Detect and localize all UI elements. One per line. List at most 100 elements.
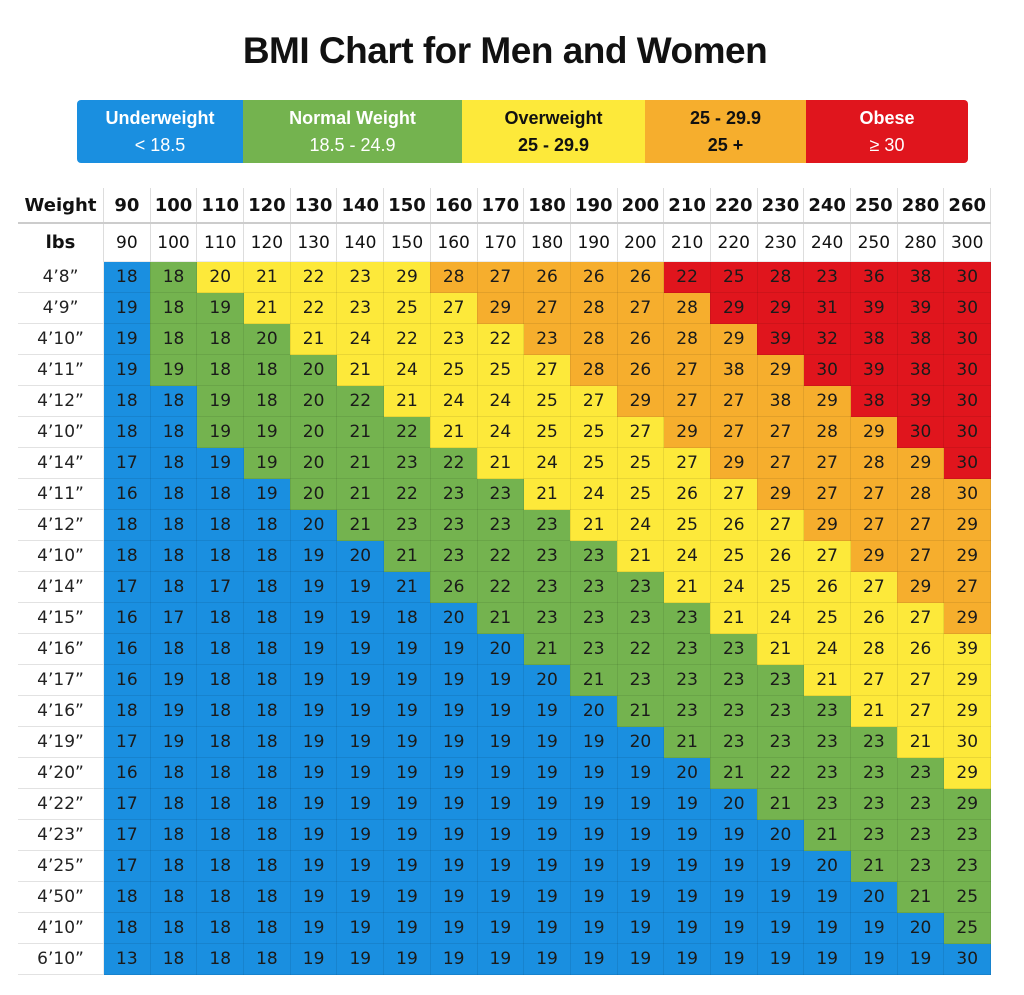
bmi-cell: 28 (569, 323, 618, 355)
bmi-cell: 23 (476, 478, 525, 510)
bmi-cell: 24 (523, 447, 571, 479)
bmi-cell: 25 (429, 354, 478, 386)
bmi-cell: 24 (429, 385, 478, 417)
bmi-cell: 19 (709, 943, 758, 975)
bmi-cell: 29 (943, 602, 992, 634)
bmi-cell: 19 (429, 912, 478, 944)
bmi-cell: 29 (709, 292, 758, 324)
bmi-cell: 28 (803, 416, 851, 448)
bmi-cell: 22 (756, 757, 805, 789)
bmi-cell: 21 (243, 261, 291, 293)
bmi-cell: 19 (663, 788, 711, 820)
bmi-cell: 29 (756, 354, 805, 386)
bmi-cell: 30 (803, 354, 851, 386)
weight-header-cell: 280 (897, 188, 945, 224)
legend-range: 25 + (707, 134, 744, 155)
bmi-cell: 19 (523, 881, 571, 913)
bmi-cell: 18 (196, 757, 245, 789)
legend-range: 25 - 29.9 (517, 134, 590, 155)
bmi-cell: 17 (103, 850, 151, 882)
weight-header-cell: 90 (103, 188, 151, 224)
bmi-cell: 21 (756, 788, 805, 820)
bmi-cell: 16 (103, 757, 151, 789)
table-row: 4’9” 19 18 19 21 22 23 25 27 29 27 28 27 28 29 29 31 39 39… (18, 292, 992, 324)
bmi-cell: 18 (149, 757, 198, 789)
bmi-cell: 19 (523, 726, 571, 758)
bmi-cell: 19 (289, 726, 338, 758)
bmi-cell: 25 (709, 261, 758, 293)
bmi-cell: 25 (569, 416, 618, 448)
bmi-cell: 18 (196, 943, 245, 975)
bmi-cell: 19 (103, 292, 151, 324)
lbs-header-cell: 200 (617, 223, 665, 262)
bmi-cell: 20 (756, 819, 805, 851)
bmi-cell: 23 (429, 323, 478, 355)
table-row: 4’20” 16 18 18 18 19 19 19 19 19 19 19 19 20 21 22 23 23 2… (18, 757, 992, 789)
bmi-cell: 26 (429, 571, 478, 603)
bmi-cell: 27 (850, 571, 898, 603)
bmi-cell: 38 (896, 323, 945, 355)
bmi-cell: 19 (476, 664, 525, 696)
lbs-header-cell: 220 (710, 223, 758, 262)
bmi-cell: 24 (709, 571, 758, 603)
lbs-header-cell: 90 (103, 223, 151, 262)
lbs-header-cell: 230 (757, 223, 805, 262)
bmi-cell: 27 (709, 416, 758, 448)
bmi-cell: 19 (523, 819, 571, 851)
lbs-header-cell: 210 (663, 223, 711, 262)
bmi-cell: 18 (196, 850, 245, 882)
bmi-cell: 19 (383, 788, 431, 820)
bmi-cell: 25 (943, 881, 992, 913)
bmi-cell: 22 (429, 447, 478, 479)
weight-header-cell: 240 (803, 188, 851, 224)
bmi-cell: 23 (523, 571, 571, 603)
weight-header-cell: 120 (243, 188, 291, 224)
bmi-cell: 19 (476, 726, 525, 758)
bmi-cell: 36 (850, 261, 898, 293)
bmi-cell: 23 (616, 664, 665, 696)
height-label: 4’9” (18, 292, 104, 324)
bmi-cell: 21 (616, 695, 665, 727)
bmi-cell: 21 (523, 478, 571, 510)
table-row: 4’12” 18 18 19 18 20 22 21 24 24 25 27 29 27 27 38 29 38 3… (18, 385, 992, 417)
table-row: 4’10” 19 18 18 20 21 24 22 23 22 23 28 26 28 29 39 32 38 3… (18, 323, 992, 355)
bmi-cell: 19 (289, 943, 338, 975)
lbs-header-cell: 170 (477, 223, 525, 262)
bmi-cell: 27 (803, 478, 851, 510)
bmi-cell: 21 (336, 509, 385, 541)
bmi-cell: 19 (803, 943, 851, 975)
lbs-header-cell: 280 (897, 223, 945, 262)
bmi-cell: 25 (709, 540, 758, 572)
table-row: 4’15” 16 17 18 18 19 19 18 20 21 23 23 23 23 21 24 25 26 2… (18, 602, 992, 634)
bmi-cell: 27 (756, 416, 805, 448)
bmi-cell: 18 (243, 633, 291, 665)
bmi-cell: 19 (336, 571, 385, 603)
bmi-cell: 24 (336, 323, 385, 355)
bmi-cell: 29 (383, 261, 431, 293)
bmi-cell: 30 (943, 478, 992, 510)
bmi-cell: 30 (943, 292, 992, 324)
bmi-cell: 27 (663, 447, 711, 479)
bmi-cell: 18 (103, 695, 151, 727)
legend-label: Overweight (504, 107, 603, 128)
bmi-cell: 29 (756, 478, 805, 510)
bmi-cell: 20 (709, 788, 758, 820)
bmi-cell: 19 (336, 757, 385, 789)
bmi-cell: 19 (429, 664, 478, 696)
bmi-cell: 18 (103, 881, 151, 913)
bmi-cell: 39 (896, 292, 945, 324)
bmi-cell: 19 (616, 757, 665, 789)
table-row: 4’22” 17 18 18 18 19 19 19 19 19 19 19 19 19 20 21 23 23 2… (18, 788, 992, 820)
bmi-cell: 18 (243, 571, 291, 603)
bmi-cell: 24 (756, 602, 805, 634)
bmi-cell: 16 (103, 602, 151, 634)
bmi-cell: 17 (103, 571, 151, 603)
bmi-cell: 25 (803, 602, 851, 634)
bmi-cell: 21 (569, 509, 618, 541)
bmi-cell: 19 (149, 664, 198, 696)
bmi-cell: 19 (336, 726, 385, 758)
bmi-cell: 21 (803, 664, 851, 696)
bmi-cell: 19 (289, 571, 338, 603)
bmi-cell: 38 (896, 354, 945, 386)
bmi-cell: 19 (289, 819, 338, 851)
